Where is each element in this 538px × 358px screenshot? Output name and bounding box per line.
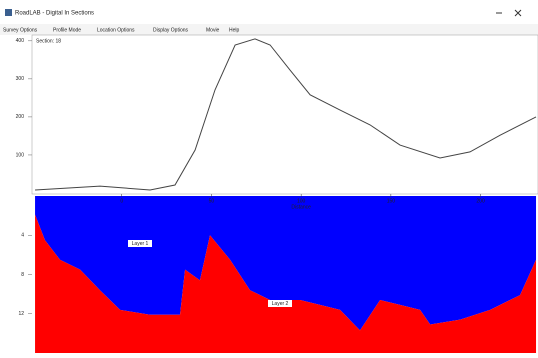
layer-label: Layer 1 xyxy=(132,241,149,247)
y-tick-label: 12 xyxy=(18,311,24,317)
menu-item[interactable]: Display Options xyxy=(153,27,189,33)
y-tick-label: 300 xyxy=(16,76,25,82)
y-tick-label: 4 xyxy=(21,233,24,239)
y-tick-label: 400 xyxy=(16,38,25,44)
profile-plot xyxy=(32,35,538,194)
menu-item[interactable]: Profile Mode xyxy=(53,27,81,33)
x-tick-label: 50 xyxy=(209,198,215,204)
menu-item[interactable]: Survey Options xyxy=(3,27,38,33)
y-tick-label: 100 xyxy=(16,152,25,158)
menu-item[interactable]: Location Options xyxy=(97,27,135,33)
window-title: RoadLAB - Digital In Sections xyxy=(15,11,94,17)
menu-item[interactable]: Help xyxy=(229,27,240,33)
section-label: Section: 18 xyxy=(36,38,61,44)
layer-label: Layer 2 xyxy=(272,301,289,307)
menu-item[interactable]: Movie xyxy=(206,27,220,33)
x-tick-label: 200 xyxy=(476,198,485,204)
app-icon xyxy=(5,9,12,16)
x-tick-label: 150 xyxy=(387,198,396,204)
y-tick-label: 200 xyxy=(16,114,25,120)
app-window: RoadLAB - Digital In Sections Survey Opt… xyxy=(0,0,538,353)
y-tick-label: 8 xyxy=(21,272,24,278)
x-tick-label: 0 xyxy=(120,198,123,204)
x-axis-label: Distance xyxy=(291,204,311,210)
